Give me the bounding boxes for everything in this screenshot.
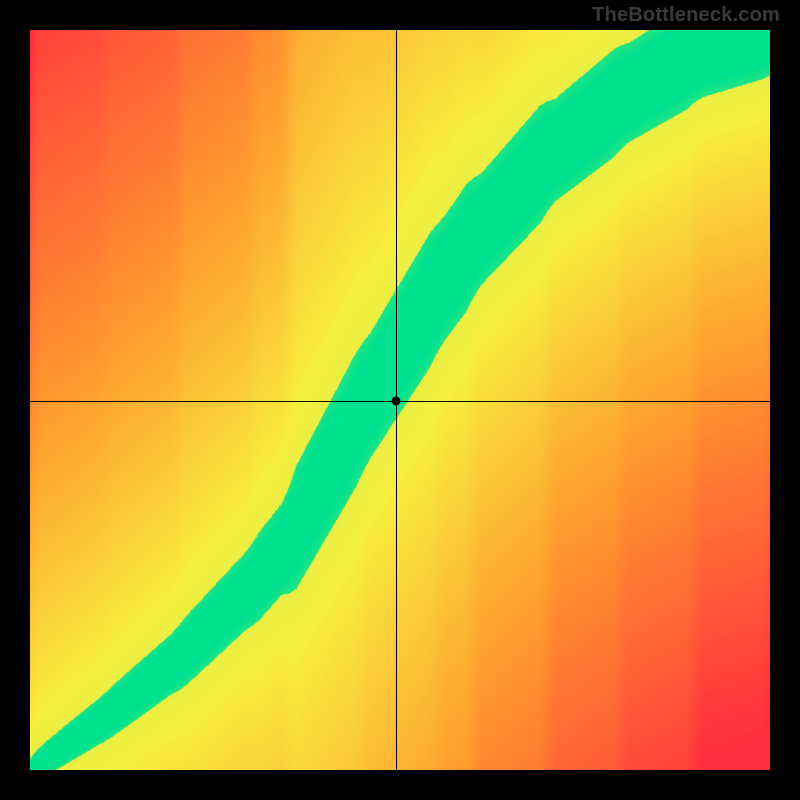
heatmap-plot bbox=[30, 30, 770, 770]
marker-dot bbox=[392, 397, 401, 406]
watermark-text: TheBottleneck.com bbox=[592, 4, 780, 27]
